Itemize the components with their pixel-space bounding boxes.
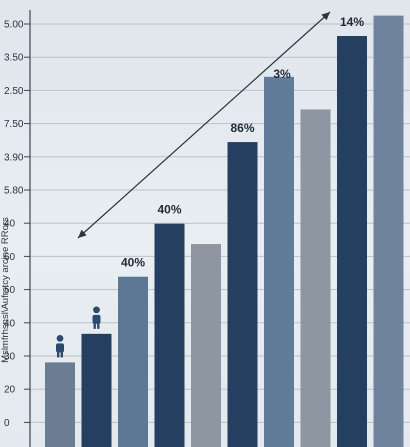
y-tick-label: 30 [4,352,16,363]
bar [337,36,367,447]
trend-arrow-head [321,12,330,21]
y-tick-label: 7.50 [4,119,24,130]
y-tick-label: 3.90 [4,152,24,163]
bar [45,362,75,447]
y-tick-label: 40 [4,318,16,329]
data-label: 40% [157,203,181,217]
bar-icons [56,306,101,358]
data-label: 40% [121,256,145,270]
data-label: 3% [273,67,291,81]
y-tick-label: 20 [4,385,16,396]
data-labels: 40% 40% 86% 3% 14% [121,15,364,270]
bar [227,142,258,447]
y-tick-label: 5.80 [4,186,24,197]
trend-arrow [77,11,331,239]
y-tick-label: 0 [4,418,10,429]
bar [373,15,404,447]
bar [154,223,185,447]
y-tick-label: 60 [4,252,16,263]
bar [118,276,148,447]
person-icon [92,306,101,329]
y-tick-label: 3.50 [4,53,24,64]
y-axis-ticks: 5.00 3.50 2.50 7.50 3.90 5.80 40 60 50 40 30 20 0 [4,20,30,429]
trend-arrow-line [77,11,331,239]
y-tick-label: 5.00 [4,20,24,31]
bars [45,15,404,447]
trend-arrow-head [78,229,87,238]
data-label: 14% [340,15,364,29]
y-tick-label: 50 [4,285,16,296]
y-axis-label: Mslmfrhsnsl\Aufrstcy arcine RRors [0,217,11,363]
data-label: 86% [230,121,254,135]
bar [81,333,112,447]
bar [300,109,331,447]
y-tick-label: 40 [4,219,16,230]
bar [264,76,294,447]
person-icon [56,335,64,358]
bar [191,244,221,447]
y-tick-label: 2.50 [4,86,24,97]
